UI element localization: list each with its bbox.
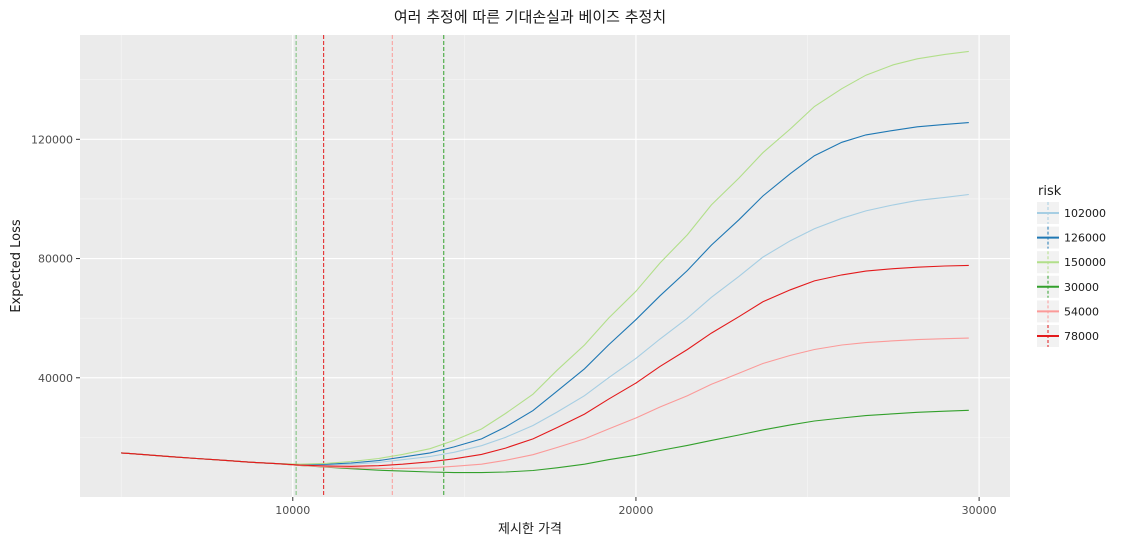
series-line-78000 (121, 264, 969, 467)
x-axis-title: 제시한 가격 (498, 522, 562, 537)
legend-items: 102000 126000 150000 30000 54000 78000 (1037, 202, 1106, 347)
legend-label-126000: 126000 (1064, 232, 1106, 245)
bayes-estimate-lines (295, 35, 445, 497)
x-axis-ticks: 10000 20000 30000 (275, 497, 997, 517)
x-tick-label: 30000 (962, 504, 997, 517)
grid (80, 35, 1010, 497)
y-axis-title: Expected Loss (9, 219, 24, 313)
y-tick-label: 40000 (38, 372, 73, 385)
x-tick-label: 20000 (618, 504, 653, 517)
legend-label-78000: 78000 (1064, 330, 1099, 343)
series-lines (121, 50, 969, 474)
legend-title: risk (1038, 184, 1062, 199)
legend-label-150000: 150000 (1064, 256, 1106, 269)
legend: risk 102000 126000 150000 30000 54000 78000 (1037, 184, 1106, 347)
y-axis-ticks: 40000 80000 120000 (31, 133, 80, 385)
plot-background (80, 35, 1010, 497)
chart-title: 여러 추정에 따른 기대손실과 베이즈 추정치 (394, 8, 666, 26)
legend-label-30000: 30000 (1064, 281, 1099, 294)
y-tick-label: 80000 (38, 253, 73, 266)
legend-label-102000: 102000 (1064, 207, 1106, 220)
y-tick-label: 120000 (31, 133, 73, 146)
x-tick-label: 10000 (275, 504, 310, 517)
legend-label-54000: 54000 (1064, 305, 1099, 318)
